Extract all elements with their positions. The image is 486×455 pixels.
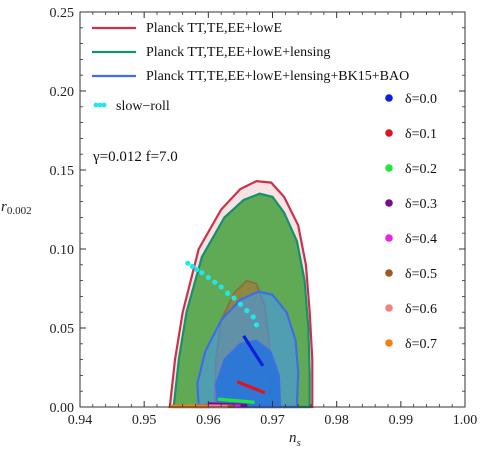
x-axis-title: ns [289,430,301,449]
y-tick-label: 0.10 [50,243,75,258]
slow-roll-point [237,301,244,307]
delta-legend-label-3: δ=0.3 [405,197,437,212]
slow-roll-point [205,274,211,281]
x-axis-title-sub: s [297,437,301,449]
delta-series-line-0 [242,335,265,367]
delta-legend-dot-7 [385,339,393,347]
delta-series-line-1 [236,380,266,395]
y-tick-label: 0.15 [50,164,75,179]
slow-roll-point [224,290,231,296]
slow-roll-legend-dot [97,102,103,108]
slow-roll-point [244,308,250,314]
delta-legend-dot-2 [385,164,393,172]
slow-roll-point [194,266,200,273]
delta-legend-dot-1 [385,129,393,137]
delta-legend-dot-5 [385,269,393,277]
confidence-contours [168,179,314,409]
delta-legend-label-1: δ=0.1 [405,127,437,142]
params-text: γ=0.012 f=7.0 [92,149,178,165]
x-tick-label: 1.00 [453,413,478,428]
slow-roll-point [218,284,224,290]
y-axis-title: r0.002 [1,199,32,217]
y-tick-label: 0.00 [50,401,75,416]
slow-roll-legend-dot [93,102,99,108]
slow-roll-point [231,295,237,301]
y-axis-title-sub: 0.002 [7,205,32,217]
delta-legend-dot-4 [385,234,393,242]
x-tick-label: 0.98 [324,413,349,428]
legend-label-1: Planck TT,TE,EE+lowE+lensing [146,45,330,60]
legend: Planck TT,TE,EE+lowE Planck TT,TE,EE+lowE… [92,21,437,352]
y-tick-label: 0.25 [50,6,75,21]
y-axis-title-main: r [1,199,7,215]
y-tick-label: 0.05 [50,322,75,337]
slow-roll-legend-dot [101,102,107,108]
legend-label-2: Planck TT,TE,EE+lowE+lensing+BK15+BAO [146,69,409,84]
slow-roll-point [185,260,191,266]
delta-legend-label-6: δ=0.6 [405,302,437,317]
slow-roll-legend-label: slow−roll [116,99,170,114]
delta-legend-dot-0 [385,94,393,102]
legend-label-0: Planck TT,TE,EE+lowE [146,21,282,36]
y-tick-label: 0.20 [50,85,75,100]
delta-legend-dot-6 [385,304,393,312]
delta-legend-dot-3 [385,199,393,207]
slow-roll-point [250,314,256,320]
delta-legend-label-4: δ=0.4 [405,232,437,247]
x-axis-title-main: n [289,430,297,446]
x-tick-label: 0.97 [260,413,285,428]
x-tick-label: 0.94 [68,413,93,428]
slow-roll-point [189,263,195,269]
x-tick-label: 0.96 [196,413,221,428]
slow-roll-point [253,322,260,328]
delta-legend-label-0: δ=0.0 [405,92,437,107]
delta-legend-label-2: δ=0.2 [405,162,437,177]
slow-roll-point [212,279,218,285]
x-tick-label: 0.99 [389,413,414,428]
delta-series-line-2 [217,397,255,404]
delta-legend-label-7: δ=0.7 [405,337,437,352]
delta-legend-label-5: δ=0.5 [405,267,437,282]
slow-roll-point [199,270,205,276]
axis-ticks: 0.94 0.95 0.96 0.97 0.98 0.99 1.00 0.00 0.05 0.10… [50,6,478,428]
x-tick-label: 0.95 [132,413,157,428]
bk15-bao-68-contour [214,339,282,408]
